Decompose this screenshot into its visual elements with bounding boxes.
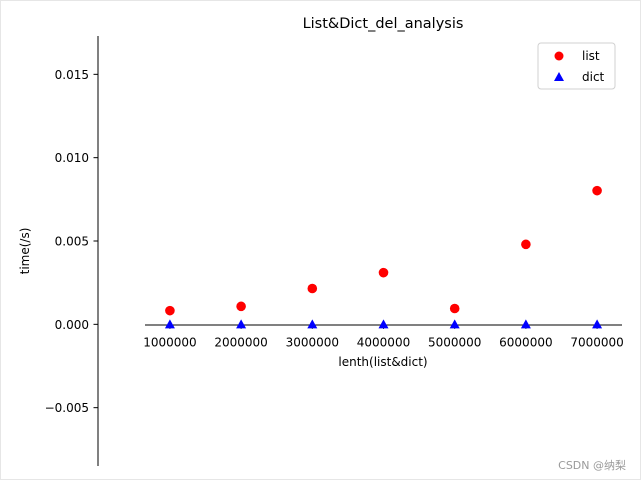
point-dict	[307, 319, 318, 329]
x-tick-label: 1000000	[143, 335, 196, 349]
x-tick-label: 7000000	[570, 335, 623, 349]
point-list	[165, 305, 175, 316]
legend-label-dict: dict	[582, 70, 605, 84]
y-tick-label: 0.010	[55, 151, 89, 165]
point-dict	[378, 319, 389, 329]
y-tick-label: 0.000	[55, 318, 89, 332]
point-dict	[236, 319, 247, 329]
point-list	[449, 303, 460, 314]
x-tick-label: 3000000	[286, 335, 339, 349]
x-tick-label: 5000000	[428, 335, 481, 349]
point-list	[592, 185, 602, 196]
point-list	[236, 301, 246, 312]
watermark-text: CSDN @纳梨	[558, 458, 626, 472]
point-list	[307, 283, 318, 294]
x-tick-label: 2000000	[214, 335, 267, 349]
chart-title: List&Dict_del_analysis	[303, 16, 464, 32]
point-list	[521, 239, 531, 250]
point-dict	[164, 319, 175, 329]
x-ticks: 1000000 2000000 3000000 4000000 5000000 60000…	[143, 324, 624, 349]
y-ticks: −0.005 0.000 0.005 0.010 0.015	[45, 68, 98, 415]
point-list	[378, 267, 389, 278]
data-marks	[164, 185, 603, 329]
point-dict	[520, 319, 531, 329]
legend-marker-list	[554, 51, 564, 61]
x-axis-label: lenth(list&dict)	[338, 355, 427, 369]
y-tick-label: −0.005	[45, 401, 89, 415]
x-tick-label: 6000000	[499, 335, 552, 349]
y-tick-label: 0.005	[55, 235, 89, 249]
legend: list dict	[537, 42, 616, 90]
point-dict	[592, 319, 603, 329]
y-axis-label: time(/s)	[18, 228, 32, 275]
point-dict	[449, 319, 460, 329]
x-tick-label: 4000000	[357, 335, 410, 349]
y-tick-label: 0.015	[55, 68, 89, 82]
legend-marker-dict	[554, 72, 564, 81]
legend-label-list: list	[582, 49, 600, 63]
